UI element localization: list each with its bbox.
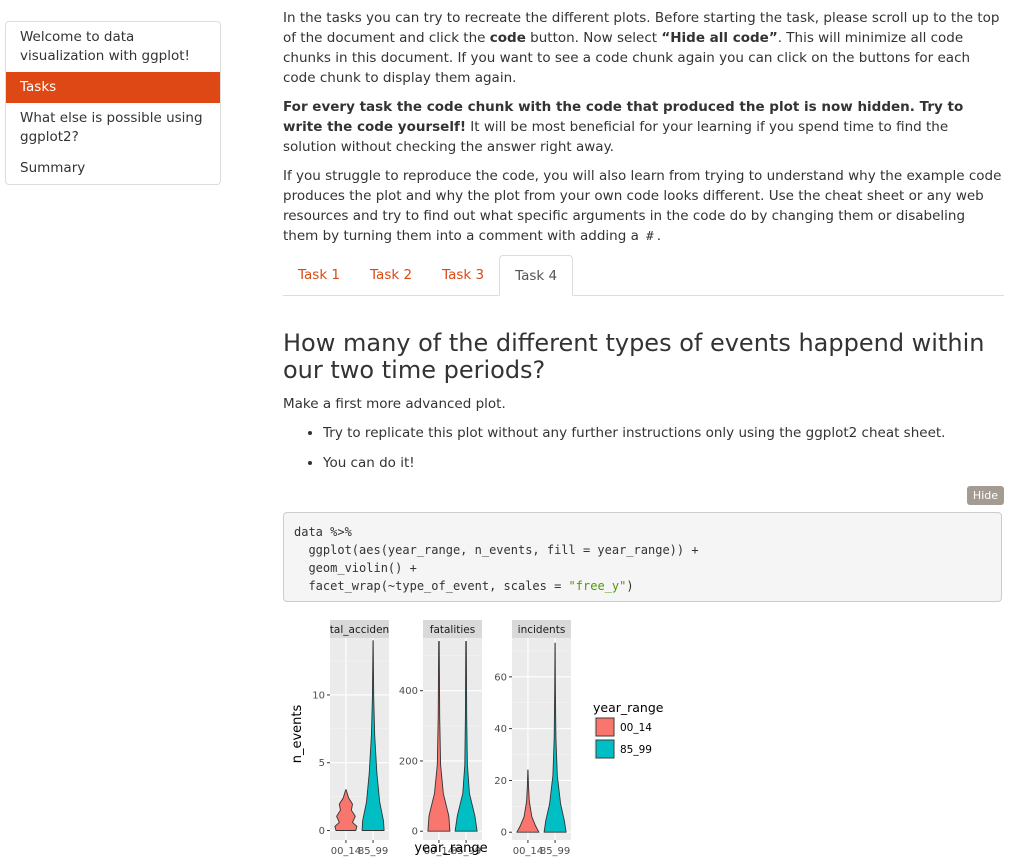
code-line: data %>%: [294, 525, 352, 539]
tab-task-2[interactable]: Task 2: [370, 267, 413, 283]
toc-item-summary[interactable]: Summary: [20, 160, 86, 176]
y-tick-label: 0: [412, 827, 418, 838]
code-string: "free_y": [568, 579, 627, 593]
tab-task-1[interactable]: Task 1: [298, 267, 341, 283]
tab-task-4[interactable]: Task 4: [499, 255, 574, 296]
y-tick-label: 20: [494, 776, 507, 787]
toc-item-tasks[interactable]: Tasks: [6, 72, 220, 103]
code-line: ): [626, 579, 634, 593]
y-axis-title: n_events: [290, 705, 305, 764]
y-tick-label: 0: [501, 828, 507, 839]
violin-plot: tal_acciden051000_1485_99fatalities02004…: [290, 620, 664, 857]
x-tick-label: 85_99: [358, 846, 388, 857]
violin-00_14: [516, 769, 540, 833]
task-tabs: Task 1 Task 2 Task 3 Task 4: [283, 255, 1004, 296]
facet-strip-label: tal_acciden: [330, 624, 389, 636]
list-item: You can do it!: [323, 453, 1004, 473]
y-tick-label: 10: [312, 690, 325, 701]
section-heading: How many of the different types of event…: [283, 329, 985, 384]
legend-label: 85_99: [620, 744, 652, 756]
y-tick-label: 200: [399, 756, 418, 767]
intro-text: In the tasks you can try to recreate the…: [283, 10, 1000, 46]
toc-item-welcome[interactable]: Welcome to data visualization with ggplo…: [20, 29, 190, 64]
intro-text: . This will minimize all code chunks in …: [283, 30, 971, 86]
violin-85_99: [361, 640, 385, 831]
violin-85_99: [454, 641, 478, 832]
facet-strip: [423, 620, 482, 638]
toc-item-what-else[interactable]: What else is possible using ggplot2?: [20, 110, 203, 145]
intro-hide-all-code: “Hide all code”: [661, 30, 778, 46]
y-tick-label: 5: [319, 758, 325, 769]
facet-strip-label: fatalities: [430, 624, 475, 636]
intro-text: .: [656, 228, 661, 244]
intro-paragraph-3: If you struggle to reproduce the code, y…: [283, 166, 1004, 246]
y-tick-label: 400: [399, 686, 418, 697]
violin-00_14: [427, 641, 451, 832]
tab-task-3[interactable]: Task 3: [442, 267, 485, 283]
facet-strip: [330, 620, 389, 638]
intro-code-word: code: [489, 30, 526, 46]
bullet-list: Try to replicate this plot without any f…: [283, 423, 1004, 473]
table-of-contents: Welcome to data visualization with ggplo…: [5, 21, 221, 185]
facet-strip-label: incidents: [518, 624, 566, 636]
intro-text: If you struggle to reproduce the code, y…: [283, 168, 1002, 244]
intro-text: button. Now select: [525, 30, 662, 46]
legend-key-00_14: [595, 717, 615, 737]
code-line: facet_wrap(~type_of_event, scales =: [294, 579, 569, 593]
list-item: Try to replicate this plot without any f…: [323, 423, 1004, 443]
x-tick-label: 00_14: [424, 846, 454, 857]
x-tick-label: 00_14: [513, 846, 543, 857]
x-tick-label: 85_99: [451, 846, 481, 857]
main-content: In the tasks you can try to recreate the…: [283, 8, 1004, 602]
y-tick-label: 60: [494, 672, 507, 683]
violin-85_99: [543, 642, 567, 833]
code-line: geom_violin() +: [294, 561, 417, 575]
x-tick-label: 85_99: [540, 846, 570, 857]
violin-00_14: [334, 789, 358, 831]
y-tick-label: 0: [319, 826, 325, 837]
intro-bold-instruction: For every task the code chunk with the c…: [283, 99, 964, 135]
intro-paragraph-1: In the tasks you can try to recreate the…: [283, 8, 1004, 88]
intro-paragraph-2: For every task the code chunk with the c…: [283, 97, 1004, 157]
x-tick-label: 00_14: [331, 846, 361, 857]
legend-label: 00_14: [620, 722, 652, 734]
x-axis-title: year_range: [414, 841, 487, 856]
code-line: ggplot(aes(year_range, n_events, fill = …: [294, 543, 699, 557]
facet-strip: [512, 620, 571, 638]
code-chunk: data %>% ggplot(aes(year_range, n_events…: [283, 512, 1002, 602]
section-subtitle: Make a first more advanced plot.: [283, 396, 506, 412]
hide-code-button[interactable]: Hide: [966, 486, 1004, 505]
y-tick-label: 40: [494, 724, 507, 735]
inline-code-hash: #: [646, 228, 654, 243]
intro-text: It will be most beneficial for your lear…: [283, 119, 949, 155]
legend-title: year_range: [593, 700, 664, 715]
legend-key-85_99: [595, 739, 615, 759]
